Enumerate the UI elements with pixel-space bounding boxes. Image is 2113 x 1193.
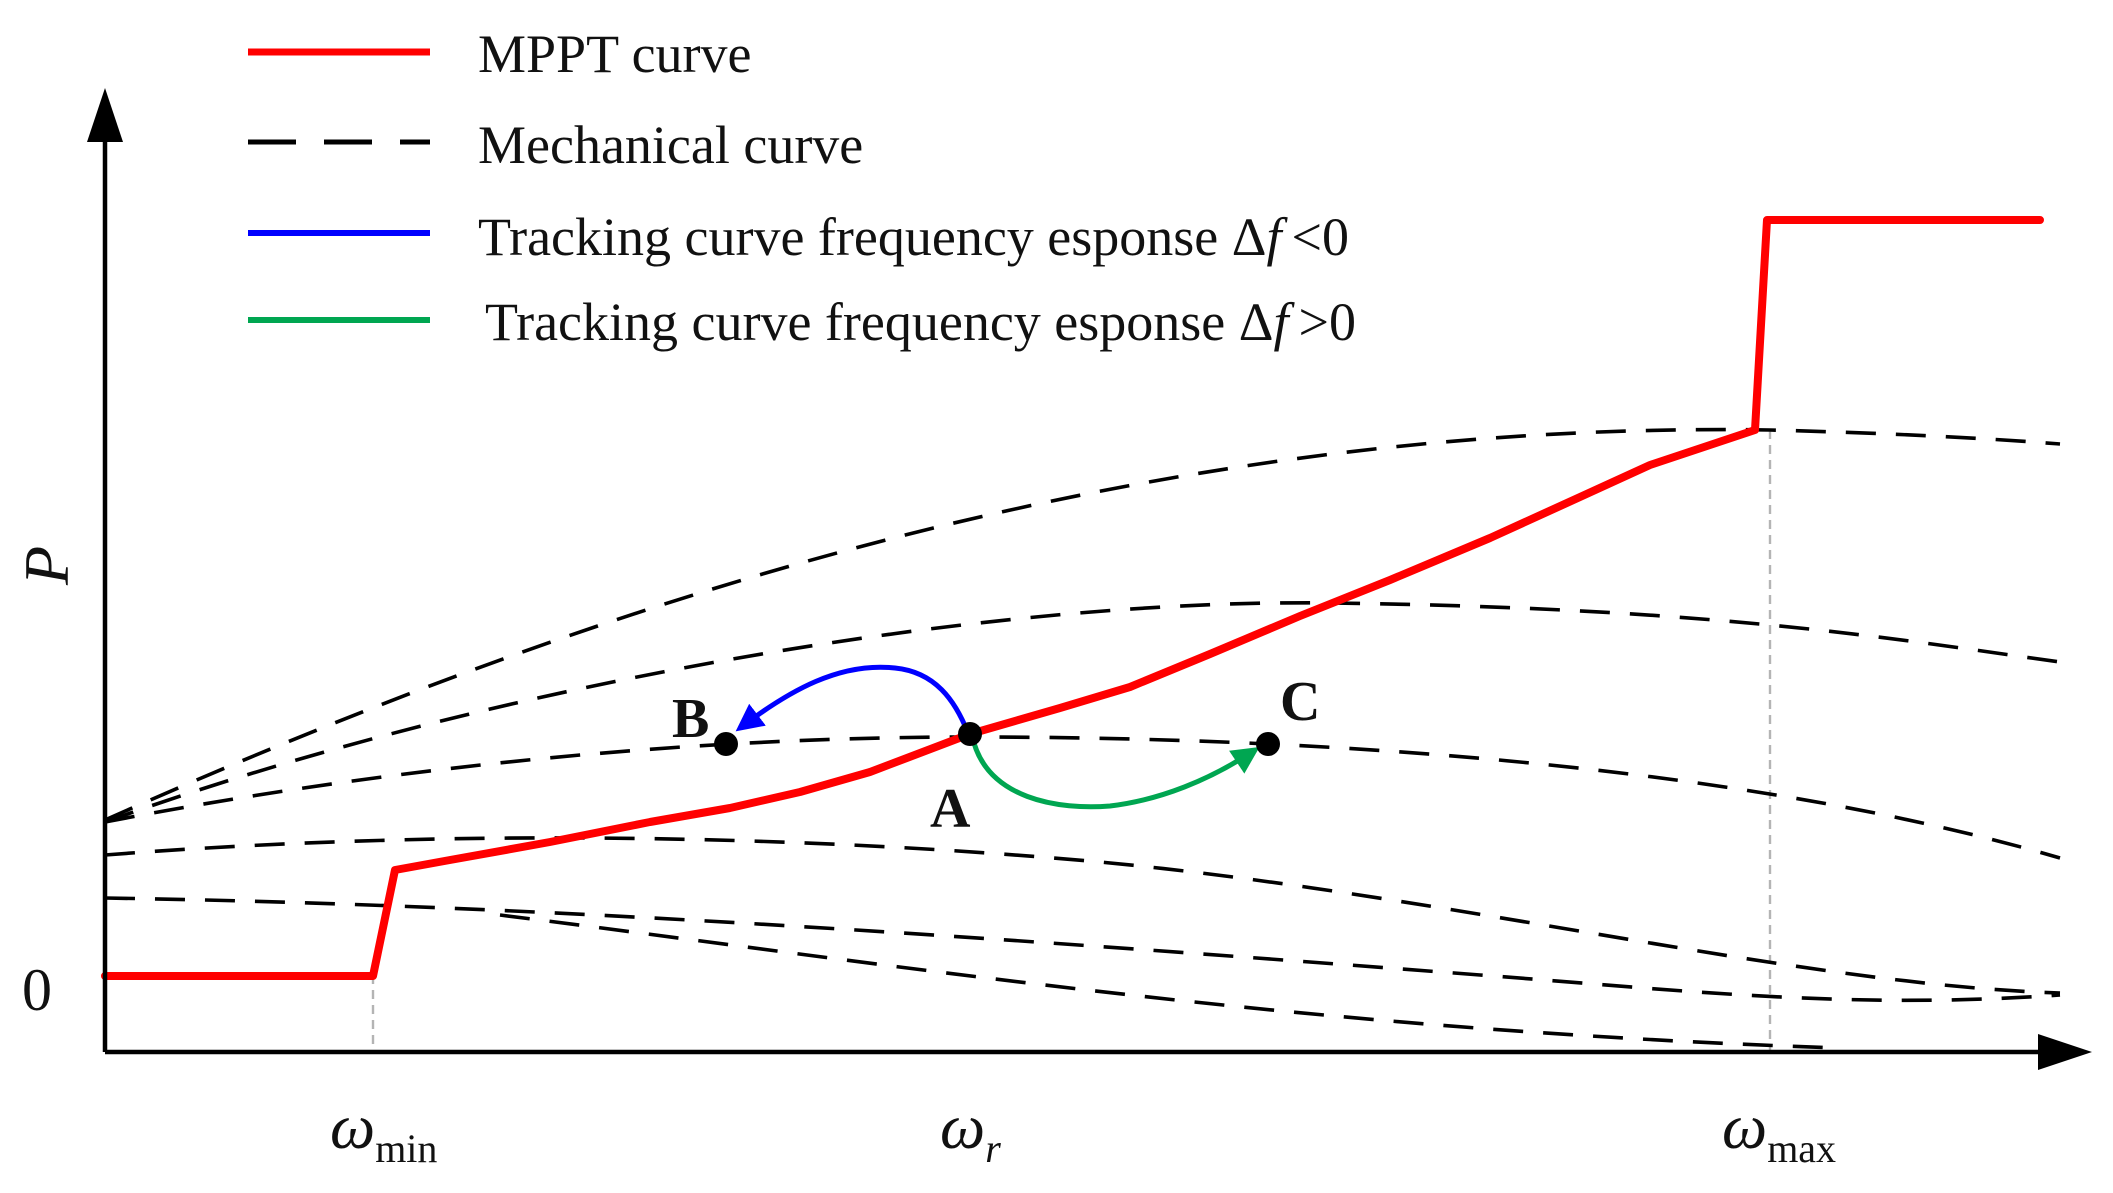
legend-tracking-pos-label: Tracking curve frequency esponse Δf >0: [485, 292, 1356, 352]
legend-tracking-neg-label: Tracking curve frequency esponse Δf <0: [478, 207, 1349, 267]
omega-max-label: ωmax: [1722, 1091, 1836, 1171]
y-axis-label: P: [11, 546, 82, 586]
tracking-curve-negative: [735, 664, 971, 734]
mechanical-curve-3: [104, 735, 2061, 860]
x-axis-arrowhead: [2038, 1034, 2092, 1070]
legend-mechanical-label: Mechanical curve: [478, 115, 863, 175]
tracking-curve-positive: [969, 734, 1260, 810]
omega-r-label: ωr: [940, 1091, 1001, 1171]
mechanical-curves: [104, 427, 2061, 1050]
legend: MPPT curve Mechanical curve Tracking cur…: [248, 24, 1356, 352]
mechanical-curve-4: [104, 836, 2061, 995]
y-zero-label: 0: [22, 957, 52, 1023]
point-a-label: A: [930, 778, 971, 840]
mechanical-curve-1: [104, 427, 2061, 822]
y-axis-arrowhead: [87, 88, 123, 142]
legend-mppt-label: MPPT curve: [478, 24, 752, 84]
point-c-marker: [1256, 732, 1280, 756]
point-b-label: B: [672, 688, 709, 750]
omega-min-label: ωmin: [330, 1091, 437, 1171]
mppt-curve: [101, 216, 2044, 980]
mechanical-curve-5: [104, 896, 2061, 1003]
mechanical-curve-6: [499, 913, 1841, 1050]
point-b-marker: [714, 732, 738, 756]
mechanical-curve-2: [104, 600, 2061, 824]
point-c-label: C: [1280, 671, 1320, 733]
point-a-marker: [958, 722, 982, 746]
